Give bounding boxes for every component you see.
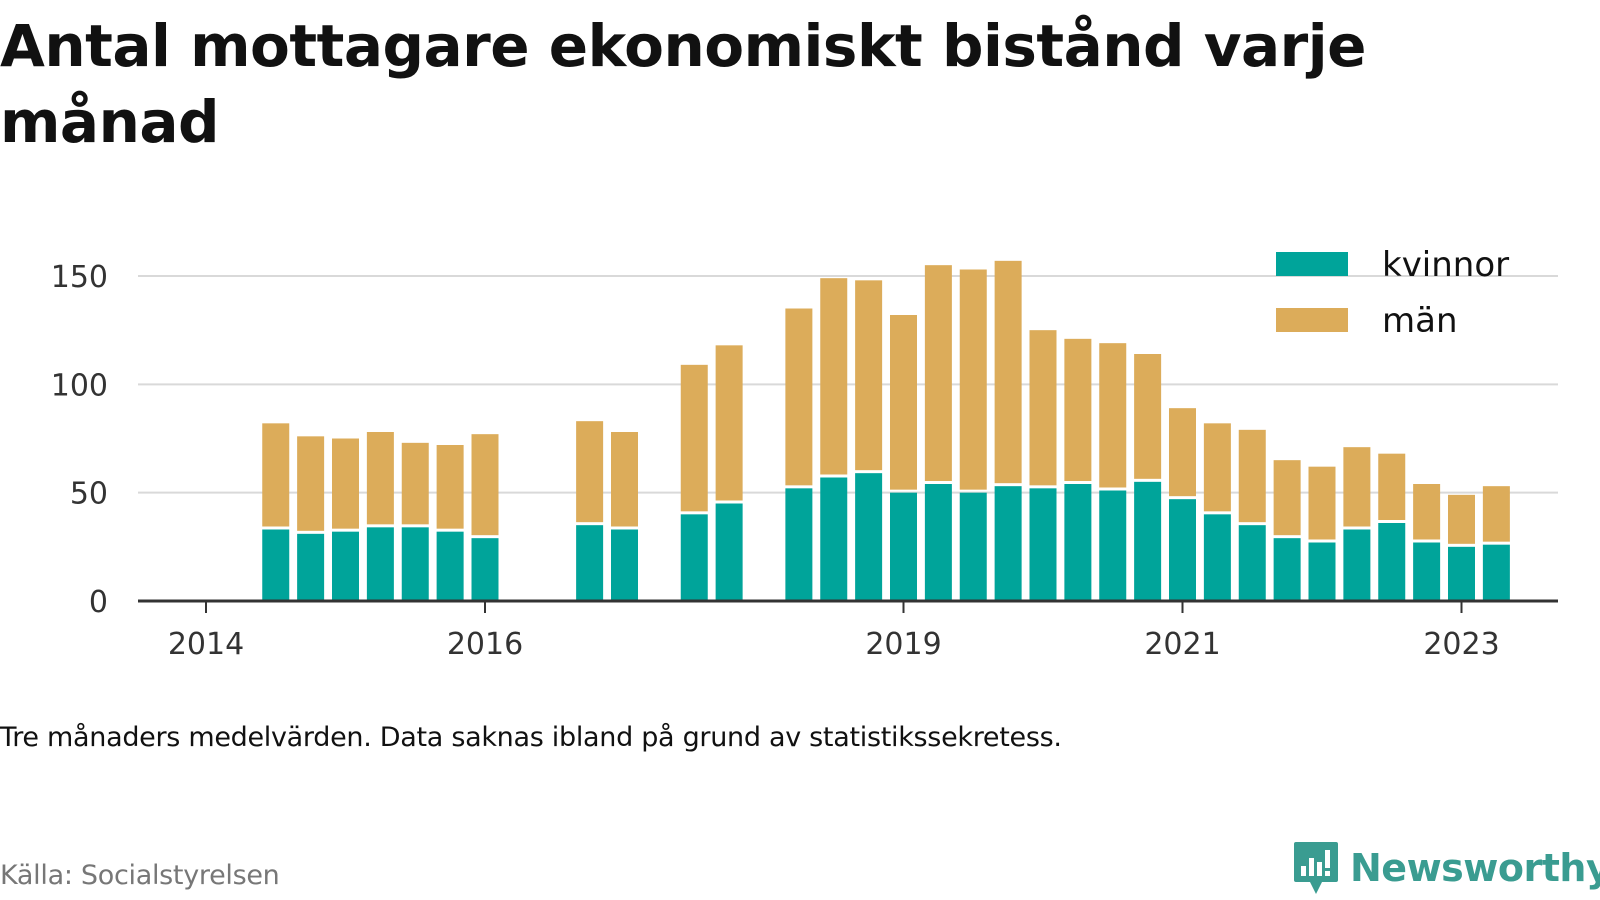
legend-swatch-man — [1276, 308, 1348, 332]
bar-man — [890, 315, 917, 490]
bar-kvinnor — [332, 531, 359, 601]
chart-note: Tre månaders medelvärden. Data saknas ib… — [0, 722, 1062, 753]
bar-kvinnor — [1203, 514, 1231, 601]
bar-man — [297, 436, 325, 531]
newsworthy-logo: Newsworthy — [1292, 840, 1600, 896]
x-tick-label: 2016 — [447, 627, 523, 662]
bar-man — [994, 260, 1022, 484]
y-tick-label: 0 — [89, 585, 108, 620]
bar-man — [436, 445, 464, 529]
chart-title: Antal mottagare ekonomiskt bistånd varje… — [0, 12, 1367, 156]
bar-kvinnor — [297, 533, 325, 601]
bar-kvinnor — [1273, 538, 1301, 601]
bar-man — [1308, 466, 1336, 540]
bar-kvinnor — [890, 492, 917, 601]
bar-man — [1169, 408, 1196, 497]
bar-man — [332, 438, 359, 529]
bar-man — [1343, 447, 1371, 527]
newsworthy-logo-icon — [1294, 842, 1338, 894]
bar-man — [785, 308, 813, 486]
bar-man — [1413, 484, 1441, 540]
bar-kvinnor — [1378, 523, 1406, 601]
axes: 0 50 100 150 2014 2016 2019 2021 2023 — [51, 260, 1558, 662]
bar-kvinnor — [680, 514, 708, 601]
bar-man — [471, 434, 499, 536]
bar-man — [855, 280, 883, 471]
bar-man — [959, 269, 987, 490]
bar-kvinnor — [994, 486, 1022, 601]
bar-man — [680, 364, 708, 512]
bar-kvinnor — [820, 477, 848, 601]
bar-kvinnor — [1238, 525, 1266, 601]
bar-man — [262, 423, 290, 527]
bar-man — [1273, 460, 1301, 536]
bar-kvinnor — [471, 538, 499, 601]
bar-kvinnor — [959, 492, 987, 601]
bar-kvinnor — [262, 529, 290, 601]
bar-kvinnor — [401, 527, 429, 601]
x-tick-label: 2019 — [865, 627, 941, 662]
y-tick-label: 100 — [51, 368, 108, 403]
bar-man — [820, 278, 848, 475]
bar-man — [1064, 338, 1092, 481]
brand-name: Newsworthy — [1350, 846, 1600, 890]
bar-man — [1378, 453, 1406, 520]
bar-man — [611, 432, 638, 527]
bar-kvinnor — [1169, 499, 1196, 601]
bars — [262, 260, 1510, 601]
bar-man — [1134, 354, 1162, 479]
bar-kvinnor — [1308, 542, 1336, 601]
x-tick-label: 2023 — [1423, 627, 1499, 662]
bar-kvinnor — [1413, 542, 1441, 601]
bar-man — [1203, 423, 1231, 512]
bar-kvinnor — [715, 503, 743, 601]
x-tick-label: 2021 — [1144, 627, 1220, 662]
bar-kvinnor — [436, 531, 464, 601]
bar-man — [401, 442, 429, 525]
bar-kvinnor — [366, 527, 394, 601]
source-credit: Källa: Socialstyrelsen — [0, 860, 280, 891]
bar-man — [576, 421, 604, 523]
bar-man — [1099, 343, 1127, 488]
bar-kvinnor — [1482, 544, 1510, 601]
y-tick-label: 50 — [70, 477, 108, 512]
legend: kvinnor män — [1276, 245, 1509, 341]
y-tick-label: 150 — [51, 260, 108, 295]
bar-kvinnor — [924, 484, 952, 601]
bar-kvinnor — [1134, 481, 1162, 601]
legend-label-kvinnor: kvinnor — [1382, 245, 1509, 285]
bar-kvinnor — [576, 525, 604, 601]
bar-kvinnor — [1064, 484, 1092, 601]
bar-man — [1482, 486, 1510, 542]
legend-label-man: män — [1382, 301, 1458, 341]
bar-man — [1448, 494, 1475, 544]
bar-man — [715, 345, 743, 501]
bar-man — [924, 265, 952, 481]
bar-man — [1238, 429, 1266, 523]
stacked-bar-chart: 0 50 100 150 2014 2016 2019 2021 2023 kvinnor mä… — [51, 245, 1558, 662]
bar-kvinnor — [1029, 488, 1057, 601]
bar-man — [1029, 330, 1057, 486]
legend-swatch-kvinnor — [1276, 252, 1348, 276]
bar-kvinnor — [1448, 546, 1475, 601]
x-tick-label: 2014 — [168, 627, 244, 662]
bar-kvinnor — [1099, 490, 1127, 601]
bar-kvinnor — [1343, 529, 1371, 601]
bar-kvinnor — [611, 529, 638, 601]
bar-man — [366, 432, 394, 525]
bar-kvinnor — [785, 488, 813, 601]
bar-kvinnor — [855, 473, 883, 601]
